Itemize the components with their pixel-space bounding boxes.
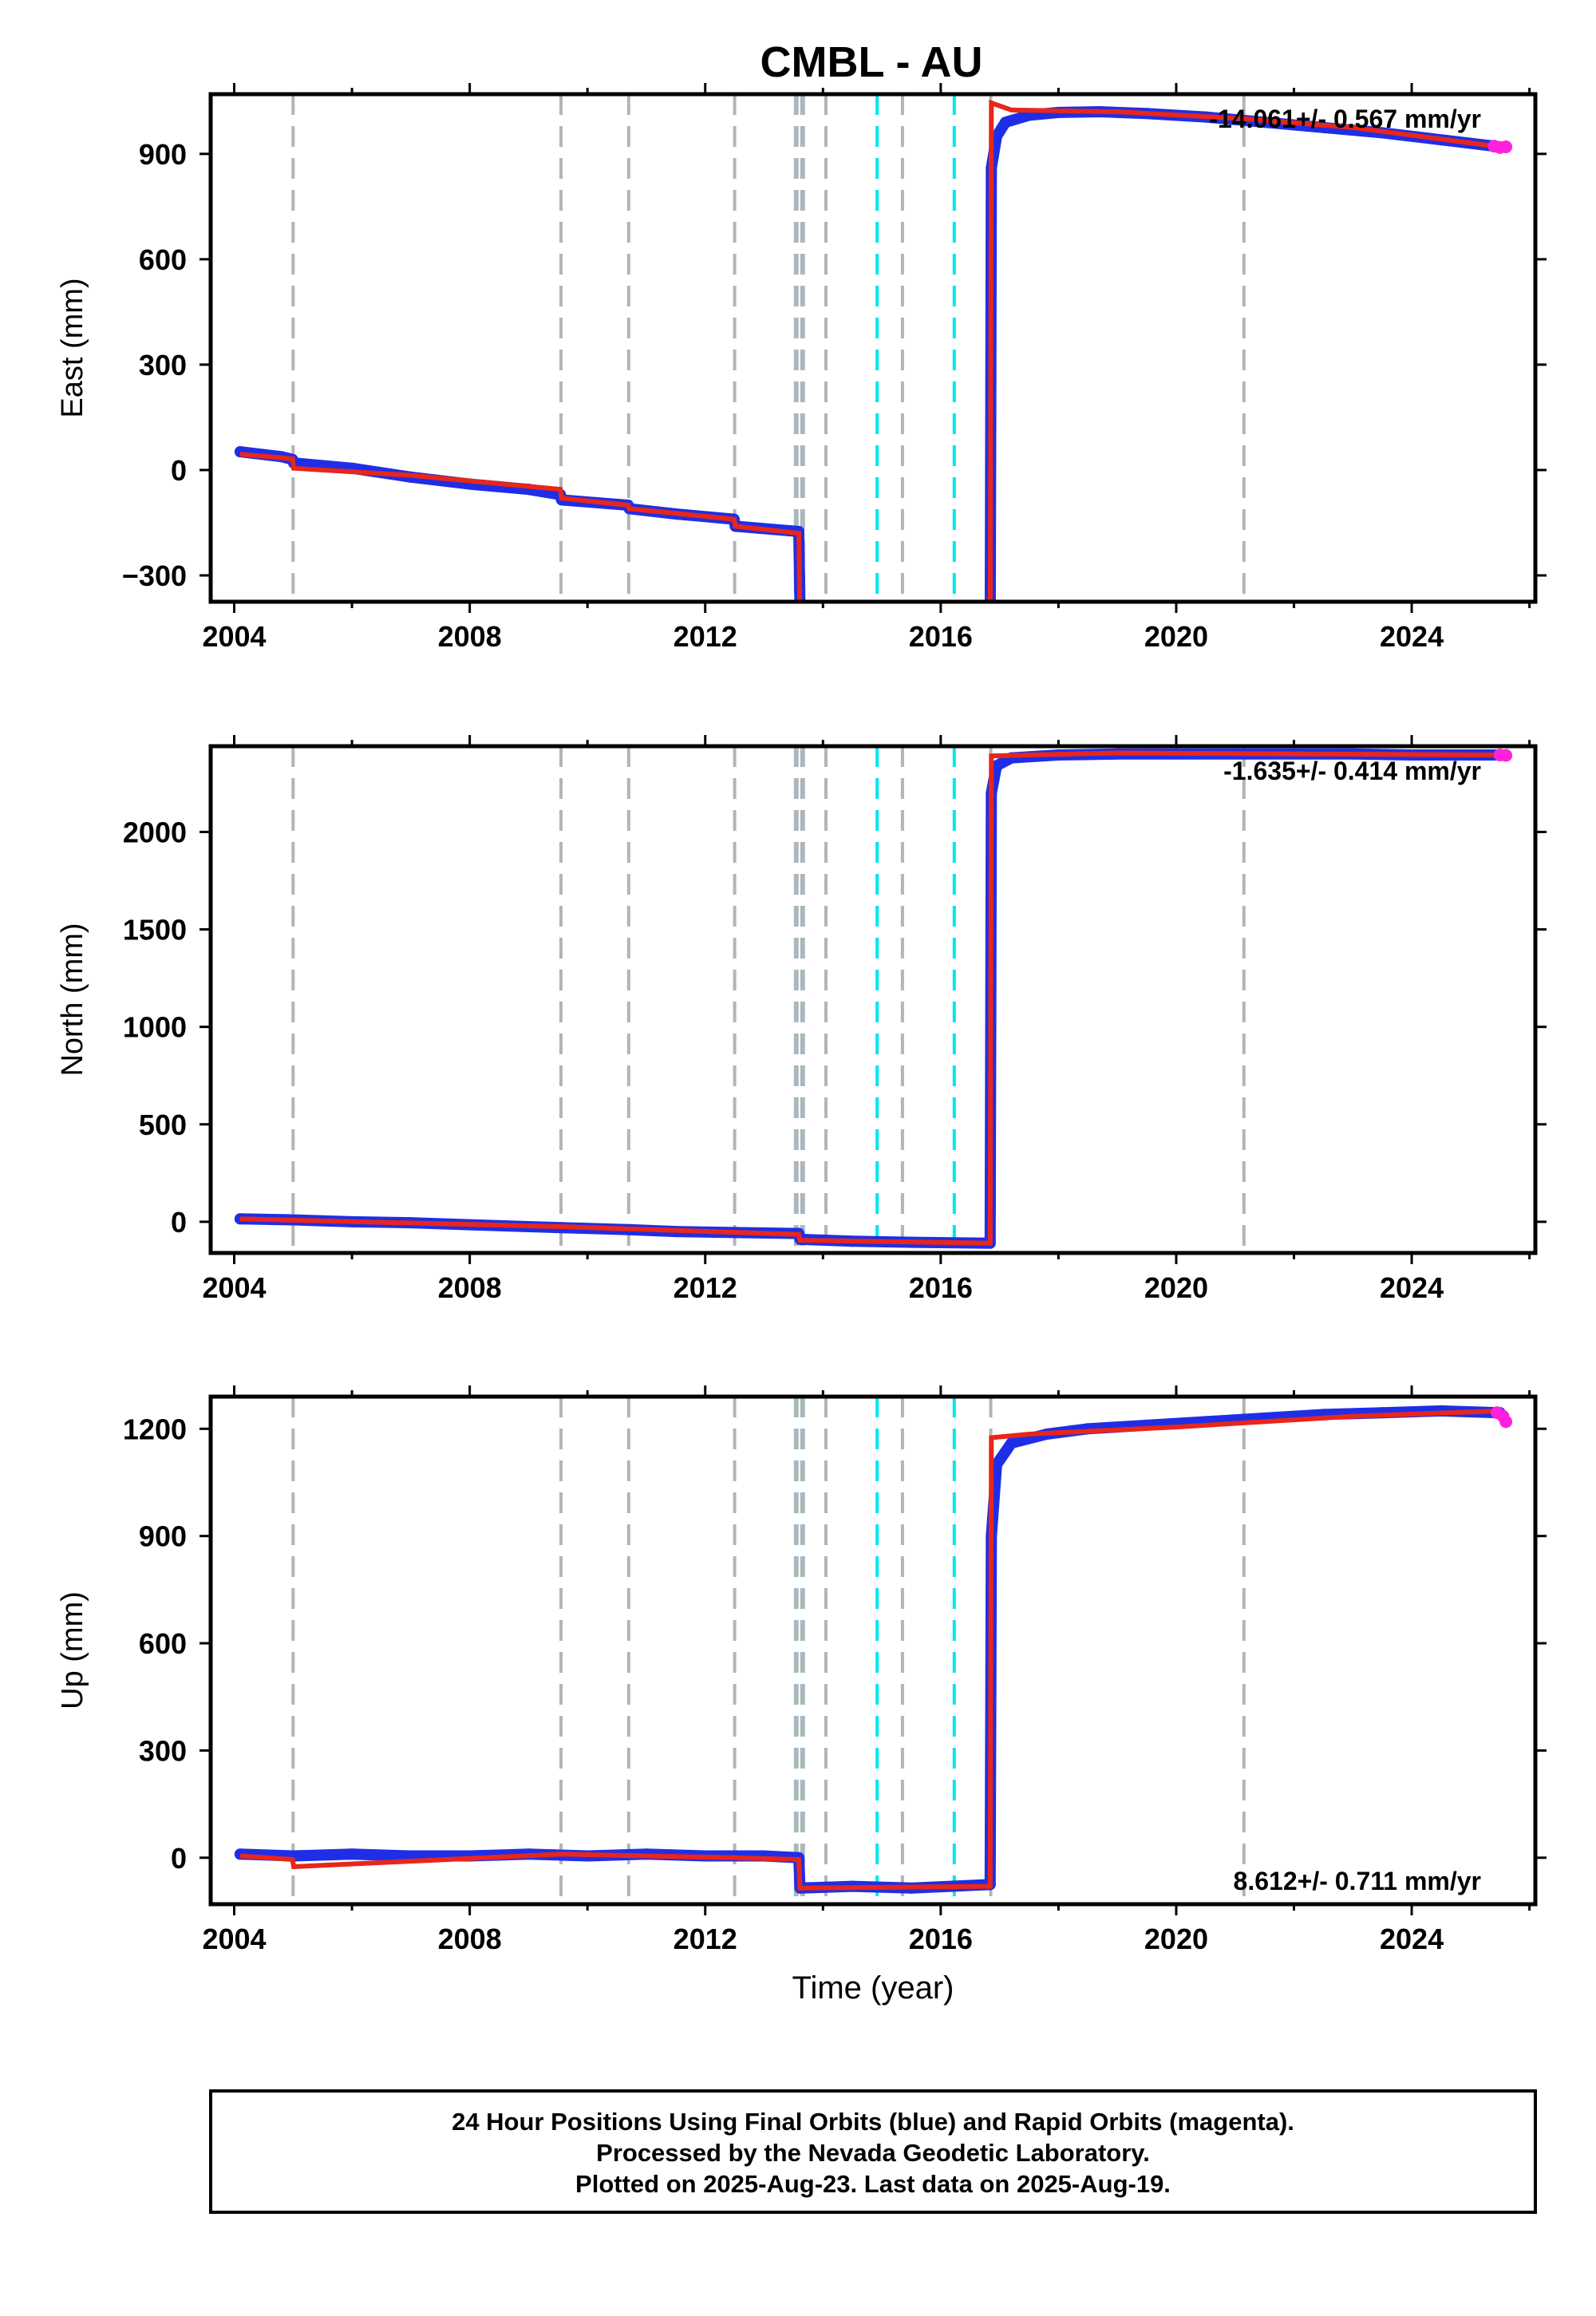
footer-line-1: 24 Hour Positions Using Final Orbits (bl… <box>452 2108 1294 2136</box>
east-plot-area <box>211 94 1535 602</box>
east-y-tick-label: −300 <box>122 559 187 592</box>
up-plot-area <box>211 1397 1535 1904</box>
north-x-tick-label: 2004 <box>202 1271 266 1304</box>
up-y-axis-label: Up (mm) <box>56 1591 89 1709</box>
up-x-tick-label: 2020 <box>1144 1923 1208 1955</box>
up-frame <box>208 1394 1538 1907</box>
north-y-tick-label: 0 <box>171 1206 187 1239</box>
north-final-orbit-point <box>234 1213 246 1225</box>
footer-line-2: Processed by the Nevada Geodetic Laborat… <box>596 2139 1150 2167</box>
north-y-tick-label: 2000 <box>123 816 187 848</box>
up-x-tick-label: 2012 <box>674 1923 737 1955</box>
east-final-orbit-point <box>985 647 996 658</box>
east-rapid-orbit-point <box>1499 140 1513 154</box>
east-final-orbit-point <box>990 130 1002 142</box>
north-rapid-orbit-point <box>1499 749 1513 762</box>
north-y-axis-label: North (mm) <box>56 923 89 1076</box>
north-velocity-annotation: -1.635+/- 0.414 mm/yr <box>1223 757 1481 785</box>
north-y-tick-label: 1500 <box>123 914 187 947</box>
up-y-tick-label: 300 <box>139 1734 187 1767</box>
north-panel: 2004 2008 2012 2016 2020 2024 0 500 1000 1500 2000… <box>56 735 1547 1304</box>
up-velocity-annotation: 8.612+/- 0.711 mm/yr <box>1234 1867 1481 1895</box>
north-x-tick-label: 2012 <box>674 1271 737 1304</box>
east-y-tick-label: 0 <box>171 454 187 487</box>
east-data-layer <box>234 94 1513 658</box>
up-model-fit-line <box>239 1408 1500 1891</box>
up-x-axis-label: Time (year) <box>792 1970 954 2006</box>
north-data-layer <box>234 746 1513 1253</box>
up-y-tick-label: 0 <box>171 1842 187 1875</box>
north-x-tick-label: 2016 <box>909 1271 973 1304</box>
east-x-tick-label: 2008 <box>438 620 502 653</box>
east-x-tick-label: 2024 <box>1380 620 1444 653</box>
east-x-tick-label: 2020 <box>1144 620 1208 653</box>
up-x-tick-label: 2024 <box>1380 1923 1444 1955</box>
east-final-orbit-point <box>1000 117 1011 128</box>
east-final-orbit-point <box>894 626 905 637</box>
up-y-tick-label: 600 <box>139 1627 187 1660</box>
north-frame <box>208 744 1538 1255</box>
east-y-axis-label: East (mm) <box>56 278 89 417</box>
up-x-tick-label: 2008 <box>438 1923 502 1955</box>
up-panel: 2004 2008 2012 2016 2020 2024 0 300 600 900 1200 Up… <box>56 1385 1547 2006</box>
north-y-tick-label: 1000 <box>123 1011 187 1044</box>
up-y-tick-label: 1200 <box>123 1413 187 1445</box>
north-plot-area <box>211 746 1535 1253</box>
footer-box: 24 Hour Positions Using Final Orbits (bl… <box>209 2089 1537 2214</box>
east-x-tick-label: 2016 <box>909 620 973 653</box>
footer-line-3: Plotted on 2025-Aug-23. Last data on 202… <box>575 2170 1171 2198</box>
up-data-layer <box>234 1397 1513 1904</box>
east-y-tick-label: 600 <box>139 243 187 276</box>
up-final-orbit-point <box>1005 1437 1017 1449</box>
east-y-tick-label: 900 <box>139 138 187 171</box>
east-y-tick-label: 300 <box>139 349 187 381</box>
north-x-tick-label: 2024 <box>1380 1271 1444 1304</box>
up-final-orbit-point <box>346 1848 358 1860</box>
up-rapid-orbit-point <box>1499 1415 1513 1429</box>
east-x-tick-label: 2004 <box>202 620 266 653</box>
east-final-orbit-point <box>806 612 817 623</box>
up-y-tick-label: 900 <box>139 1520 187 1553</box>
up-x-tick-label: 2004 <box>202 1923 266 1955</box>
east-frame <box>208 92 1538 604</box>
east-velocity-annotation: -14.061+/- 0.567 mm/yr <box>1209 105 1481 133</box>
north-x-tick-label: 2008 <box>438 1271 502 1304</box>
north-final-orbit-point <box>990 760 1002 772</box>
east-model-fit-line <box>239 99 1501 602</box>
up-final-orbit-point <box>990 1459 1002 1471</box>
east-panel: 2004 2008 2012 2016 2020 2024 −300 0 300 600 900 Ea… <box>56 83 1547 658</box>
north-y-tick-label: 500 <box>139 1109 187 1141</box>
north-x-tick-label: 2020 <box>1144 1271 1208 1304</box>
east-x-tick-label: 2012 <box>674 620 737 653</box>
figure-title: CMBL - AU <box>760 38 983 86</box>
east-final-orbit-point <box>847 619 858 630</box>
north-model-fit-line <box>239 750 1500 1246</box>
up-x-tick-label: 2016 <box>909 1923 973 1955</box>
